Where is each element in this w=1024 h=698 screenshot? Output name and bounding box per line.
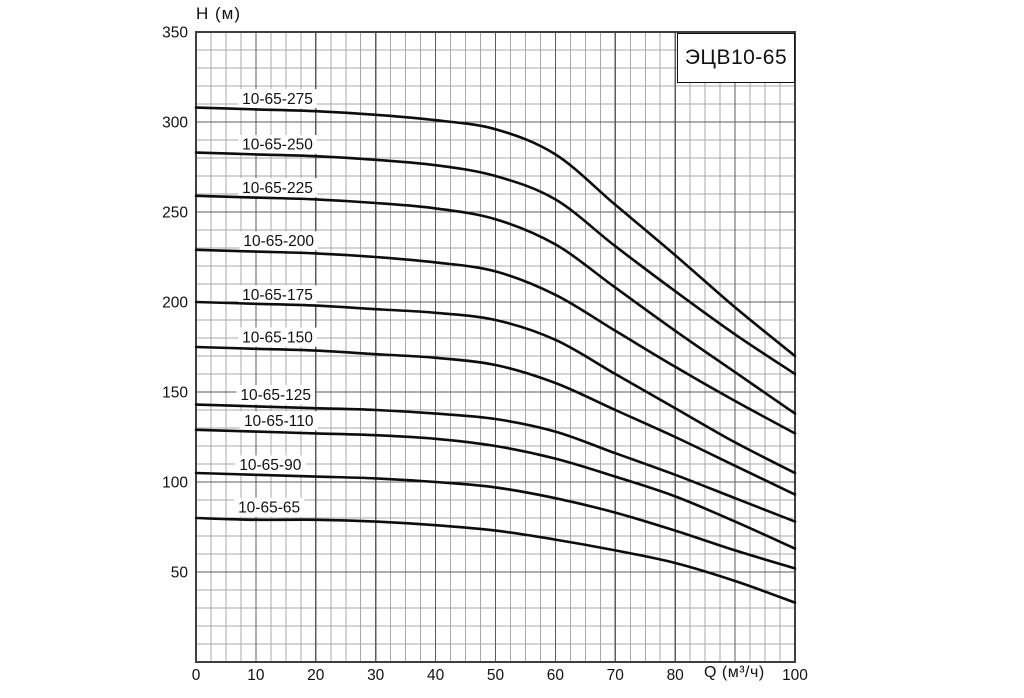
curve-10-65-110 xyxy=(194,428,797,550)
x-tick-70: 70 xyxy=(607,667,625,684)
x-tick-100: 100 xyxy=(782,667,808,684)
curve-label-10-65-125: 10-65-125 xyxy=(240,387,311,404)
curve-label-10-65-200: 10-65-200 xyxy=(243,233,314,250)
chart-title: ЭЦВ10-65 xyxy=(684,46,788,69)
x-tick-30: 30 xyxy=(367,667,385,684)
curve-label-bg-10-65-250 xyxy=(238,135,317,154)
curve-label-bg-10-65-275 xyxy=(238,89,317,109)
curve-10-65-250 xyxy=(194,151,797,376)
curve-label-bg-10-65-110 xyxy=(239,411,318,431)
x-tick-40: 40 xyxy=(427,667,445,684)
curve-label-bg-10-65-65 xyxy=(233,497,305,517)
x-tick-10: 10 xyxy=(247,667,265,684)
y-axis-title: H (м) xyxy=(196,4,242,23)
x-tick-80: 80 xyxy=(667,667,685,684)
x-tick-60: 60 xyxy=(547,667,565,684)
curve-label-10-65-150: 10-65-150 xyxy=(242,329,313,346)
curve-label-10-65-250: 10-65-250 xyxy=(242,137,313,154)
y-tick-200: 200 xyxy=(162,295,188,312)
title-box: ЭЦВ10-65 xyxy=(677,33,795,83)
curve-10-65-125 xyxy=(194,403,797,523)
y-tick-100: 100 xyxy=(162,475,188,492)
curve-label-bg-10-65-175 xyxy=(238,285,317,305)
curve-label-10-65-65: 10-65-65 xyxy=(238,499,300,516)
curve-label-bg-10-65-150 xyxy=(238,327,317,347)
curve-10-65-200 xyxy=(194,248,797,435)
x-tick-20: 20 xyxy=(307,667,325,684)
curve-label-10-65-275: 10-65-275 xyxy=(242,91,313,108)
curve-10-65-90 xyxy=(194,471,797,570)
curve-label-bg-10-65-200 xyxy=(239,231,318,251)
curve-label-10-65-90: 10-65-90 xyxy=(239,457,301,474)
x-tick-0: 0 xyxy=(192,667,201,684)
curve-label-10-65-175: 10-65-175 xyxy=(242,287,313,304)
curve-10-65-175 xyxy=(194,300,797,475)
curve-label-bg-10-65-125 xyxy=(236,385,315,405)
curve-label-10-65-110: 10-65-110 xyxy=(244,413,314,430)
curve-label-10-65-225: 10-65-225 xyxy=(242,180,313,197)
y-tick-250: 250 xyxy=(162,205,188,222)
x-axis-title: Q (м³/ч) xyxy=(704,664,765,681)
curve-10-65-225 xyxy=(194,194,797,415)
y-tick-50: 50 xyxy=(171,565,189,582)
y-tick-300: 300 xyxy=(162,115,188,132)
curve-label-bg-10-65-225 xyxy=(238,178,317,198)
curve-10-65-65 xyxy=(194,516,797,604)
y-tick-350: 350 xyxy=(162,25,188,42)
x-tick-50: 50 xyxy=(487,667,505,684)
curve-10-65-150 xyxy=(194,345,797,496)
curve-label-bg-10-65-90 xyxy=(235,455,306,475)
y-tick-150: 150 xyxy=(162,385,188,402)
curve-10-65-275 xyxy=(194,106,797,358)
